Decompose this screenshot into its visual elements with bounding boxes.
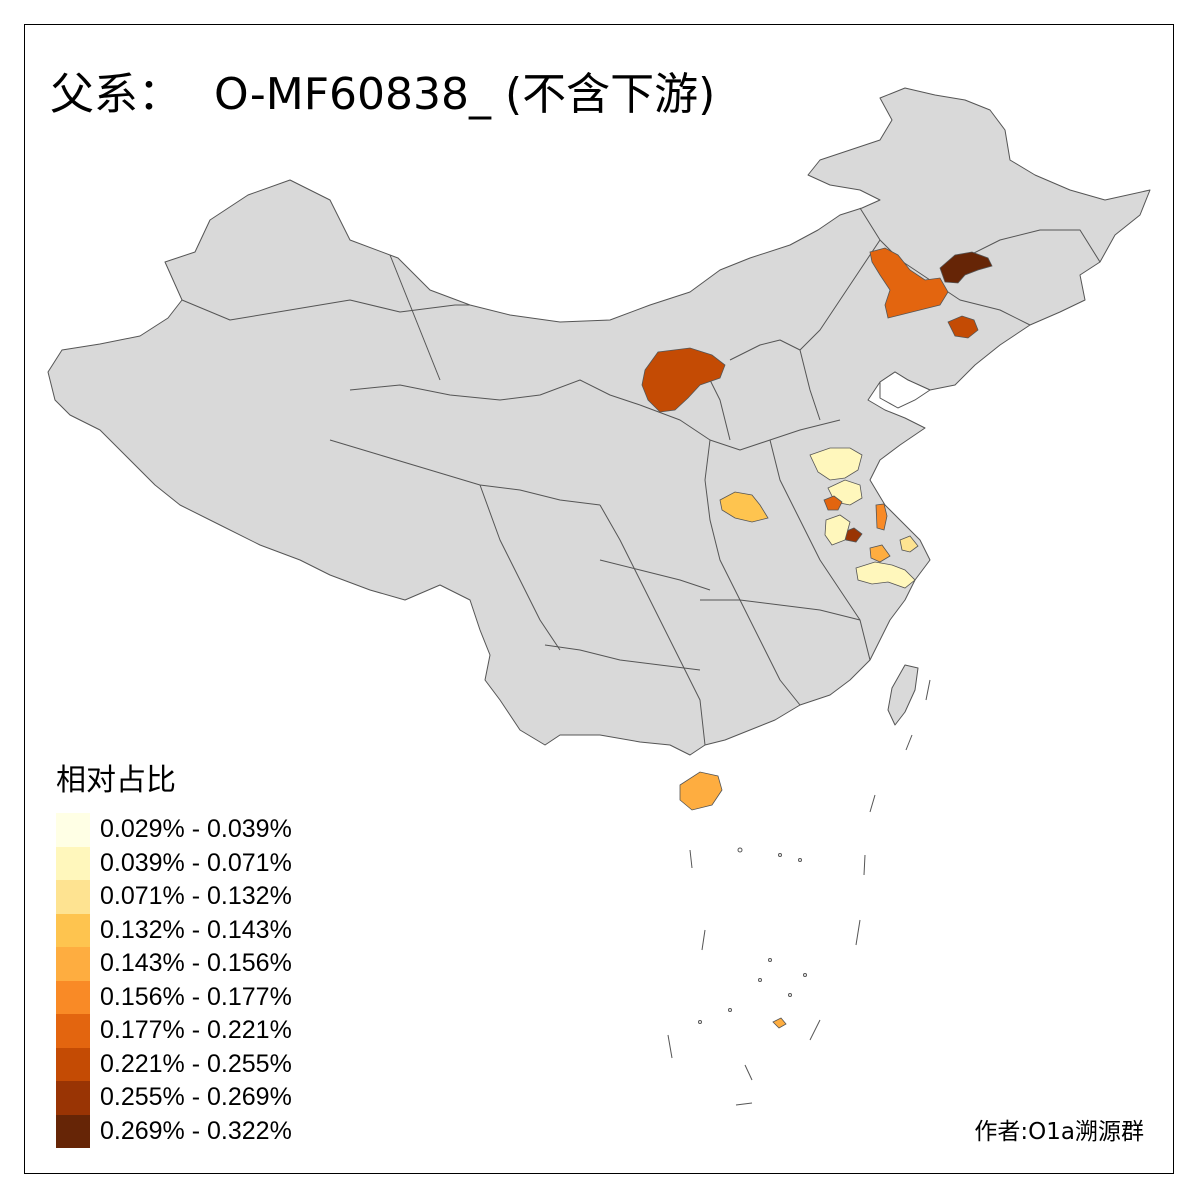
inner-mongolia-region — [641, 347, 726, 413]
legend-swatch — [56, 813, 90, 847]
legend-rows: 0.029% - 0.039% 0.039% - 0.071% 0.071% - 0… — [56, 813, 292, 1148]
legend-label: 0.029% - 0.039% — [100, 815, 292, 844]
legend-item: 0.221% - 0.255% — [56, 1047, 292, 1081]
henan-region — [719, 491, 769, 523]
legend-swatch — [56, 1081, 90, 1115]
legend-label: 0.132% - 0.143% — [100, 915, 292, 944]
legend-label: 0.177% - 0.221% — [100, 1016, 292, 1045]
map-title: 父系： O-MF60838_ (不含下游) — [50, 58, 715, 122]
ne-darkest-region — [939, 251, 993, 284]
legend-title: 相对占比 — [56, 763, 176, 798]
anhui-region-c — [824, 514, 851, 546]
legend: 相对占比 0.029% - 0.039% 0.039% - 0.071% 0.071… — [56, 755, 292, 1148]
legend-item: 0.269% - 0.322% — [56, 1114, 292, 1148]
legend-swatch — [56, 880, 90, 914]
title-main: O-MF60838_ (不含下游) — [214, 69, 716, 120]
legend-label: 0.255% - 0.269% — [100, 1083, 292, 1112]
province-borders — [181, 207, 1101, 746]
legend-swatch — [56, 1047, 90, 1081]
ne-large-region — [869, 247, 949, 319]
liaoning-region — [947, 315, 979, 339]
legend-item: 0.029% - 0.039% — [56, 813, 292, 847]
hainan-region — [679, 771, 723, 811]
shanghai-region — [899, 535, 919, 553]
legend-label: 0.156% - 0.177% — [100, 982, 292, 1011]
legend-item: 0.143% - 0.156% — [56, 947, 292, 981]
taiwan-island — [887, 664, 919, 726]
jiangsu-region-b — [875, 503, 888, 531]
legend-swatch — [56, 980, 90, 1014]
legend-item: 0.255% - 0.269% — [56, 1081, 292, 1115]
zhejiang-region — [855, 561, 916, 589]
legend-item: 0.156% - 0.177% — [56, 980, 292, 1014]
legend-label: 0.071% - 0.132% — [100, 882, 292, 911]
legend-label: 0.269% - 0.322% — [100, 1116, 292, 1145]
legend-label: 0.039% - 0.071% — [100, 848, 292, 877]
legend-item: 0.177% - 0.221% — [56, 1014, 292, 1048]
title-prefix: 父系： — [50, 69, 182, 120]
anhui-region-a — [823, 495, 843, 511]
bohai-sea — [879, 371, 932, 409]
legend-item: 0.071% - 0.132% — [56, 880, 292, 914]
shandong-region — [809, 447, 863, 481]
legend-swatch — [56, 1014, 90, 1048]
legend-item: 0.039% - 0.071% — [56, 846, 292, 880]
legend-label: 0.221% - 0.255% — [100, 1049, 292, 1078]
nanhai-island-region — [772, 1017, 787, 1029]
south-sea-islands — [667, 679, 931, 1106]
legend-swatch — [56, 913, 90, 947]
anhui-region-d — [869, 544, 891, 563]
author-credit: 作者:O1a溯源群 — [974, 1119, 1144, 1145]
legend-item: 0.132% - 0.143% — [56, 913, 292, 947]
legend-label: 0.143% - 0.156% — [100, 949, 292, 978]
legend-swatch — [56, 1114, 90, 1148]
legend-swatch — [56, 947, 90, 981]
legend-swatch — [56, 846, 90, 880]
